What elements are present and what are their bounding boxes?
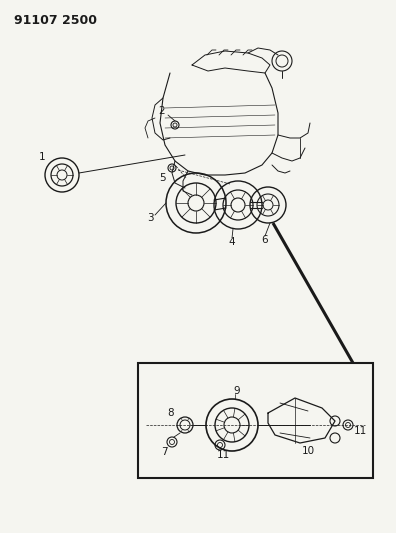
Text: 7: 7 xyxy=(161,447,168,457)
Text: 2: 2 xyxy=(159,106,165,116)
Text: 5: 5 xyxy=(159,173,165,183)
Text: 8: 8 xyxy=(168,408,174,418)
Text: 11: 11 xyxy=(353,426,367,436)
Text: 9: 9 xyxy=(234,386,240,396)
Text: 3: 3 xyxy=(147,213,153,223)
Bar xyxy=(138,363,373,478)
Text: 10: 10 xyxy=(301,446,314,456)
Text: 11: 11 xyxy=(216,450,230,460)
Text: 91107 2500: 91107 2500 xyxy=(14,14,97,27)
Text: 6: 6 xyxy=(262,235,268,245)
Text: 4: 4 xyxy=(228,237,235,247)
Text: 1: 1 xyxy=(39,152,45,162)
